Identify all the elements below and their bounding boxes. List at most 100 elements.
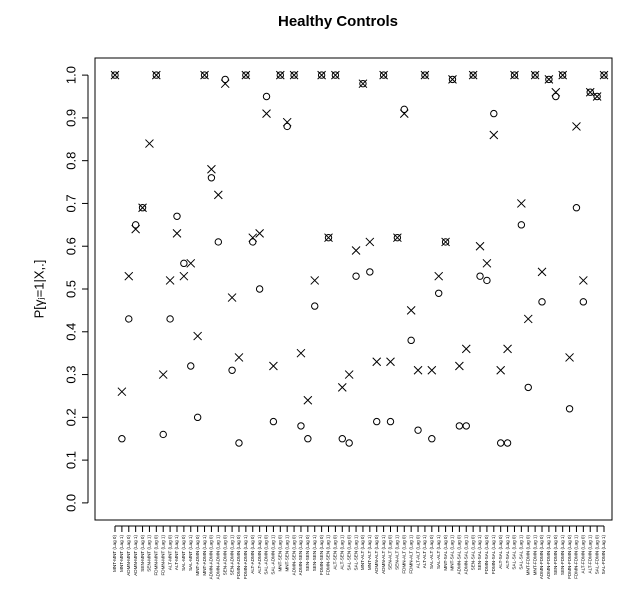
x-tick-label: SAL-SEN (Lag 1) [353,535,358,571]
cross-point [551,87,561,97]
x-tick-label: ADMN-SAL (Lag 1) [463,535,468,575]
circle-point [455,422,464,430]
x-tick-label: FDMN-ALT (Lag 1) [408,535,413,574]
x-tick-label: ADMN-MNT (Lag 1) [133,535,138,576]
x-tick-label: ALT-SAL (Lag 1) [505,535,510,569]
circle-point [379,71,388,79]
cross-point [558,70,568,80]
y-tick-label: 0.3 [63,366,78,384]
cross-point [516,199,526,208]
y-tick-label: 0.1 [63,451,78,469]
circle-point [421,71,429,79]
circle-point [242,71,250,79]
circle-point [448,75,457,84]
circle-point [531,71,539,79]
x-tick-label: MNT-SAL (Lag 1) [450,535,455,571]
x-tick-label: ADMN-ADMN (Lag 0) [209,535,214,580]
cross-point [510,70,519,80]
x-tick-label: MNT-FDMN (Lag 0) [525,535,530,576]
cross-point [503,344,512,354]
y-tick-label: 0.8 [63,152,78,170]
circle-point [262,92,271,101]
x-tick-label: ADMN-MNT (Lag 0) [126,535,131,576]
circle-point [538,298,546,306]
x-tick-label: SAL-ALT (Lag 0) [429,535,434,570]
cross-point [386,357,395,367]
x-tick-label: FDMN-MNT (Lag 1) [160,535,165,576]
circle-point [565,405,574,413]
x-tick-label: SEN-ALT (Lag 1) [395,535,400,570]
circle-point [496,439,505,447]
circle-point [331,71,340,79]
cross-point [234,353,244,362]
cross-point [138,203,147,213]
circle-point [572,204,581,212]
circle-point [359,79,367,88]
cross-point [110,70,120,80]
x-tick-label: MNT-SEN (Lag 0) [278,535,283,572]
circle-point [476,272,484,280]
circle-point [118,435,126,443]
cross-point [585,87,595,97]
circle-point [125,315,133,323]
x-tick-label: MNT-MNT (Lag 0) [112,535,117,572]
x-tick-label: ALT-FDMN (Lag 1) [587,535,592,574]
circle-point [338,435,346,443]
cross-point [482,258,492,268]
cross-point [572,122,581,131]
cross-point [420,70,430,80]
circle-point [490,109,498,118]
circle-point [462,422,470,430]
cross-point [448,75,457,84]
circle-point [317,71,326,79]
cross-point [406,306,416,315]
x-tick-label: ALT-ADMN (Lag 1) [257,535,262,574]
circle-point [600,71,608,79]
chart-title: Healthy Controls [278,13,398,30]
cross-point [427,365,437,375]
cross-point [193,331,203,341]
x-tick-label: ADMN-SEN (Lag 1) [298,535,303,576]
cross-point [289,70,299,80]
x-tick-label: ADMN-ALT (Lag 1) [381,535,386,574]
x-tick-label: FDMN-FDMN (Lag 0) [567,535,572,579]
cross-point [537,267,547,277]
cross-point [255,229,264,238]
x-tick-label: SEN-SAL (Lag 1) [477,535,482,571]
cross-point [393,233,402,243]
circle-point [435,289,443,297]
x-tick-label: ALT-SAL (Lag 0) [498,535,503,569]
cross-point [372,357,382,367]
x-tick-label: SEN-SEN (Lag 1) [312,535,317,572]
x-tick-label: SAL-ADMN (Lag 0) [264,535,269,575]
x-tick-label: SEN-FDMN (Lag 1) [560,535,565,576]
cross-point [413,365,423,375]
cross-point [269,361,278,371]
circle-point [228,366,236,374]
circle-point [545,75,553,84]
cross-point [434,271,444,281]
circle-point [249,238,257,246]
x-tick-label: ADMN-ALT (Lag 0) [374,535,379,574]
circle-point [311,302,319,310]
circle-point [269,417,278,426]
circle-point [200,71,209,79]
cross-point [399,109,409,118]
x-tick-label: SAL-FDMN (Lag 0) [594,535,599,575]
y-tick-label: 0.5 [63,280,78,298]
circle-point [255,285,264,293]
circle-point [159,430,167,439]
plot-frame [94,57,613,521]
circle-point [180,259,188,268]
cross-point [310,276,320,285]
y-axis-label: P[γⱼ=1|X,.] [31,260,46,319]
cross-point [379,70,388,80]
circle-point [276,71,284,79]
circle-point [290,71,298,79]
x-tick-label: ADMN-FDMN (Lag 1) [546,535,551,580]
x-tick-label: SEN-ALT (Lag 0) [388,535,393,570]
cross-point [544,75,554,84]
cross-point [365,237,375,247]
x-tick-label: FDMN-ADMN (Lag 0) [236,535,241,580]
cross-point [592,92,602,101]
